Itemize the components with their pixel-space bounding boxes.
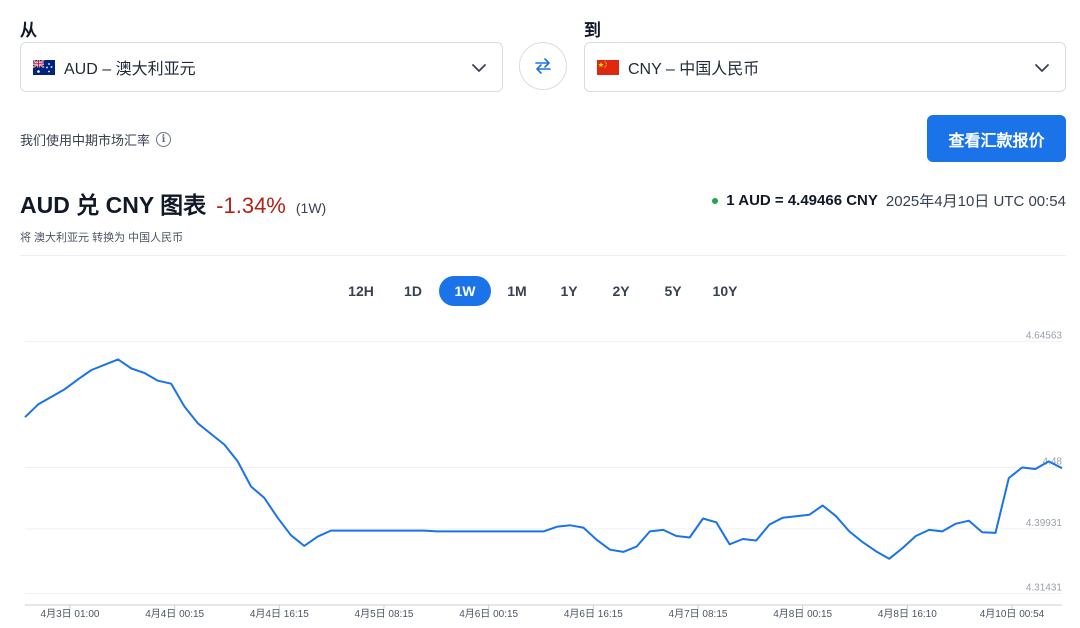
swap-arrows-icon — [535, 58, 551, 74]
tab-5y[interactable]: 5Y — [664, 283, 682, 299]
mid-market-note: 我们使用中期市场汇率 i — [20, 130, 172, 149]
tab-12h[interactable]: 12H — [348, 283, 374, 299]
rate-timestamp: 2025年4月10日 UTC 00:54 — [885, 193, 1066, 210]
mid-market-note-text: 我们使用中期市场汇率 — [20, 133, 151, 148]
y-tick-label: 4.31431 — [1026, 583, 1063, 594]
x-tick-label: 4月6日 00:15 — [459, 608, 518, 620]
tab-10y[interactable]: 10Y — [712, 283, 738, 299]
chart-header: AUD 兑 CNY 图表 -1.34% (1W) — [20, 186, 326, 220]
live-dot-icon — [712, 197, 719, 204]
change-period: (1W) — [295, 200, 327, 216]
from-currency-select[interactable]: AUD – 澳大利亚元 — [20, 42, 503, 92]
chevron-down-icon[interactable] — [470, 59, 488, 77]
x-tick-label: 4月10日 00:54 — [980, 608, 1045, 620]
to-currency-select[interactable]: CNY – 中国人民币 — [584, 42, 1066, 92]
rate-line — [24, 358, 1063, 560]
y-tick-label: 4.39931 — [1026, 518, 1063, 529]
period-tabs: 12H 1D 1W 1M 1Y 2Y 5Y 10Y — [335, 276, 751, 306]
info-icon[interactable]: i — [156, 132, 172, 147]
x-tick-label: 4月5日 08:15 — [355, 608, 414, 620]
rate-chart[interactable]: 4.64563 4.48 4.39931 4.31431 4月3日 01:00 4月4日 … — [0, 320, 1080, 628]
swap-currencies-button[interactable] — [519, 42, 567, 90]
tab-1y[interactable]: 1Y — [560, 283, 578, 299]
x-tick-label: 4月4日 16:15 — [250, 608, 309, 620]
from-label: 从 — [20, 21, 37, 40]
y-tick-label: 4.64563 — [1026, 330, 1063, 341]
tab-1m[interactable]: 1M — [507, 283, 527, 299]
current-rate: 1 AUD = 4.49466 CNY 2025年4月10日 UTC 00:54 — [712, 190, 1066, 211]
view-transfer-quote-button[interactable]: 查看汇款报价 — [927, 115, 1066, 162]
x-tick-label: 4月7日 08:15 — [669, 608, 728, 620]
chart-title: AUD 兑 CNY 图表 — [20, 192, 207, 218]
x-tick-label: 4月6日 16:15 — [564, 608, 623, 620]
to-label: 到 — [584, 21, 601, 40]
from-currency-text: AUD – 澳大利亚元 — [64, 61, 196, 78]
china-flag-icon — [597, 59, 619, 75]
to-currency-text: CNY – 中国人民币 — [628, 61, 760, 78]
change-percent: -1.34% — [216, 193, 286, 218]
y-tick-label: 4.48 — [1043, 456, 1063, 467]
australia-flag-icon — [33, 59, 55, 75]
tab-1w[interactable]: 1W — [439, 276, 491, 306]
chevron-down-icon[interactable] — [1033, 59, 1051, 77]
x-tick-label: 4月4日 00:15 — [145, 608, 204, 620]
tab-1d[interactable]: 1D — [404, 283, 422, 299]
rate-value: 1 AUD = 4.49466 CNY — [726, 192, 878, 209]
x-tick-label: 4月3日 01:00 — [41, 608, 100, 620]
x-tick-label: 4月8日 00:15 — [773, 608, 832, 620]
chart-subtitle: 将 澳大利亚元 转换为 中国人民币 — [20, 232, 184, 244]
divider — [20, 255, 1066, 256]
x-tick-label: 4月8日 16:10 — [878, 608, 937, 620]
tab-2y[interactable]: 2Y — [612, 283, 630, 299]
